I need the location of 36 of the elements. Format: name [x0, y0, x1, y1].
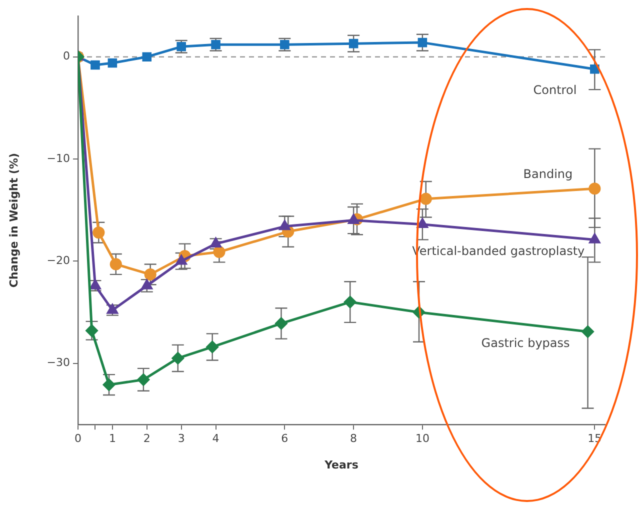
point [102, 378, 116, 391]
x-tick-label: 3 [178, 432, 185, 446]
point [348, 214, 359, 224]
point [589, 234, 600, 244]
series-label: Control [533, 83, 577, 98]
point [588, 182, 601, 195]
point [110, 258, 122, 270]
series-label: Banding [523, 166, 573, 181]
point [144, 268, 156, 280]
point [582, 326, 594, 338]
y-tick-label: −10 [46, 152, 70, 165]
point [172, 352, 184, 364]
point [344, 296, 356, 308]
series-label: Gastric bypass [481, 336, 570, 350]
point [279, 220, 290, 230]
x-tick-label: 8 [350, 432, 358, 446]
point [141, 280, 152, 290]
point [176, 255, 187, 265]
point [275, 317, 288, 330]
point [213, 246, 226, 258]
x-tick-label: 0 [74, 432, 82, 446]
x-tick-label: 6 [281, 432, 288, 446]
point [206, 340, 218, 354]
x-axis-title: Years [324, 458, 359, 472]
x-tick-label: 2 [143, 432, 150, 446]
x-tick-label: 1 [108, 432, 116, 446]
x-tick-label: 10 [415, 432, 430, 446]
y-tick-label: −20 [46, 254, 70, 268]
x-tick-label: 4 [212, 432, 220, 446]
y-tick-label: 0 [63, 50, 70, 63]
point [92, 226, 105, 239]
point [417, 218, 428, 228]
y-axis-title: Change in Weight (%) [7, 152, 20, 288]
point [137, 374, 150, 386]
y-tick-label: −30 [46, 356, 70, 370]
point [420, 192, 432, 205]
